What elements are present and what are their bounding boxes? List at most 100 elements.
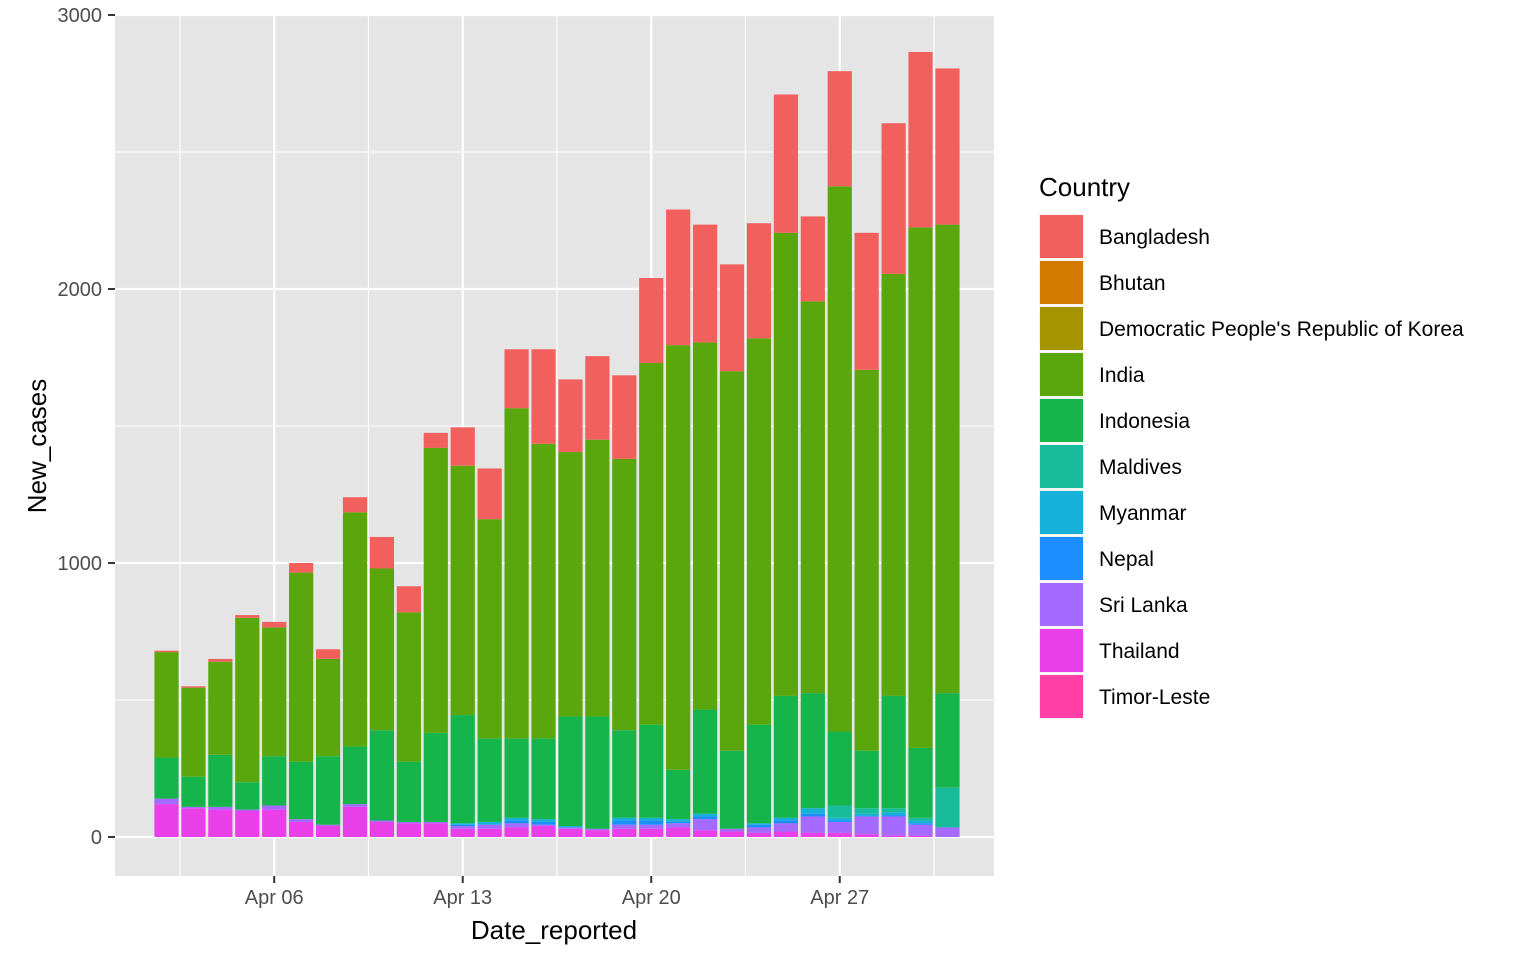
y-tick-label: 0 xyxy=(91,827,102,849)
bar-segment xyxy=(719,264,745,372)
bar-segment xyxy=(315,756,341,825)
y-tick-label: 1000 xyxy=(58,553,103,575)
bar-segment xyxy=(423,447,448,733)
bar-segment xyxy=(935,224,960,694)
bar-segment xyxy=(504,408,529,739)
bar-segment xyxy=(235,615,260,618)
bar-segment xyxy=(908,227,933,748)
bar-segment xyxy=(423,732,448,822)
bar-segment xyxy=(154,652,179,758)
legend-swatch xyxy=(1040,629,1083,672)
bar-segment xyxy=(612,817,637,821)
bar-segment xyxy=(719,371,745,751)
bar-segment xyxy=(800,808,825,814)
bar-segment xyxy=(450,427,475,466)
bar-segment xyxy=(531,826,556,837)
bar-segment xyxy=(693,224,718,343)
bar-segment xyxy=(342,746,368,805)
bar-segment xyxy=(854,369,879,751)
bar-segment xyxy=(181,776,206,807)
bar-segment xyxy=(208,809,233,837)
legend-swatch xyxy=(1040,537,1083,580)
bar-segment xyxy=(827,821,852,833)
bar-segment xyxy=(854,750,879,809)
bar-segment xyxy=(504,827,529,837)
legend-label: Democratic People's Republic of Korea xyxy=(1099,318,1464,341)
bar-segment xyxy=(208,661,233,755)
bar-segment xyxy=(262,756,287,806)
bar-segment xyxy=(235,810,260,837)
bar-segment xyxy=(666,345,691,770)
legend-swatch xyxy=(1040,583,1083,626)
bar-segment xyxy=(639,724,664,818)
bar-segment xyxy=(262,805,287,810)
bar-segment xyxy=(908,820,933,824)
legend-label: India xyxy=(1099,364,1145,387)
x-tick-label: Apr 06 xyxy=(245,887,304,909)
bar-segment xyxy=(612,828,637,837)
legend-label: Bangladesh xyxy=(1099,226,1210,249)
bar-segment xyxy=(935,787,960,828)
bar-segment xyxy=(369,730,395,821)
y-axis-title: New_cases xyxy=(22,379,52,513)
bar-segment xyxy=(746,223,772,339)
bar-segment xyxy=(504,817,529,821)
bar-segment xyxy=(666,209,691,346)
bar-segment xyxy=(558,828,583,837)
bar-segment xyxy=(315,824,341,827)
bar-segment xyxy=(827,820,852,822)
bar-segment xyxy=(719,750,745,829)
bar-segment xyxy=(450,465,475,716)
bar-segment xyxy=(639,820,664,825)
bar-segment xyxy=(854,232,879,370)
legend-label: Myanmar xyxy=(1099,502,1187,525)
bar-segment xyxy=(396,761,421,822)
legend-title: Country xyxy=(1039,172,1130,202)
bar-segment xyxy=(881,273,906,696)
bar-segment xyxy=(773,831,798,837)
bar-segment xyxy=(881,816,906,836)
x-tick-label: Apr 20 xyxy=(622,887,681,909)
bar-segment xyxy=(639,817,664,821)
bar-segment xyxy=(342,806,368,837)
bar-segment xyxy=(666,821,691,824)
bar-segment xyxy=(639,828,664,837)
bar-segment xyxy=(800,216,825,302)
legend-label: Thailand xyxy=(1099,640,1180,663)
bar-segment xyxy=(666,769,691,820)
x-axis-title: Date_reported xyxy=(471,915,637,945)
bar-segment xyxy=(235,809,260,811)
bar-segment xyxy=(935,827,960,837)
bar-segment xyxy=(881,812,906,816)
y-tick-label: 2000 xyxy=(58,279,103,301)
bar-segment xyxy=(558,827,583,829)
bar-segment xyxy=(746,824,772,828)
legend-label: Sri Lanka xyxy=(1099,594,1188,617)
bar-segment xyxy=(746,724,772,824)
legend-swatch xyxy=(1040,675,1083,718)
bar-segment xyxy=(369,568,395,731)
bar-segment xyxy=(639,824,664,829)
bar-segment xyxy=(154,804,179,837)
legend-label: Maldives xyxy=(1099,456,1182,479)
bar-segment xyxy=(881,808,906,813)
bar-segment xyxy=(827,186,852,732)
bar-segment xyxy=(827,817,852,821)
legend-label: Indonesia xyxy=(1099,410,1190,433)
bar-segment xyxy=(693,342,718,710)
bar-segment xyxy=(881,123,906,274)
bar-segment xyxy=(585,830,610,837)
bar-segment xyxy=(181,686,206,688)
bar-segment xyxy=(342,512,368,747)
bar-segment xyxy=(773,820,798,824)
bar-segment xyxy=(315,649,341,659)
bar-segment xyxy=(504,349,529,409)
bar-segment xyxy=(342,804,368,807)
legend-label: Timor-Leste xyxy=(1099,686,1210,709)
bar-segment xyxy=(746,827,772,833)
bar-segment xyxy=(666,827,691,837)
bar-segment xyxy=(208,806,233,810)
bar-segment xyxy=(369,536,395,569)
bar-segment xyxy=(827,71,852,187)
legend: Country Bangladesh Bhutan Democratic Peopl… xyxy=(1039,172,1464,719)
